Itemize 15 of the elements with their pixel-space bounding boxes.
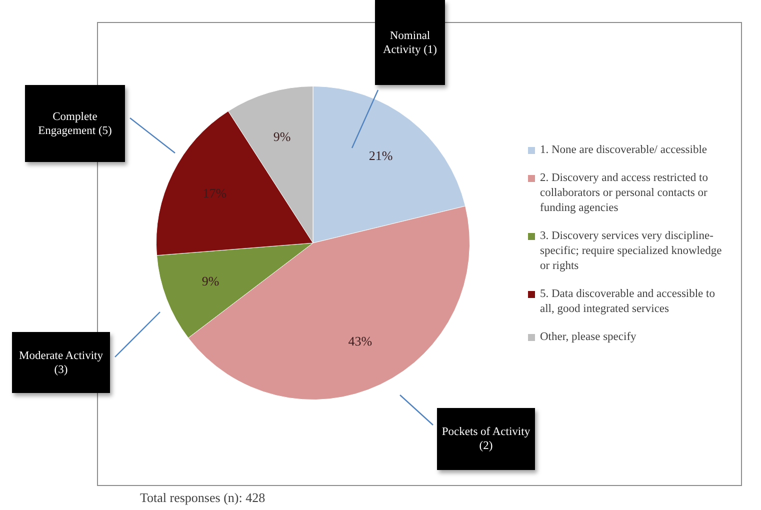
data-label: 43% [348, 333, 372, 348]
text: Complete Engagement (5) [25, 85, 125, 162]
legend-label: 2. Discovery and access restricted to collaborators or personal contacts or funding agencies [540, 172, 708, 214]
text: Pockets of Activity (2) [437, 408, 535, 470]
text: Moderate Activity (3) [12, 332, 110, 393]
text: Nominal Activity (1) [375, 0, 445, 85]
data-label: 21% [368, 148, 393, 164]
legend-label: 1. None are discoverable/ accessible [540, 144, 707, 156]
legend-label: 3. Discovery services very discipline-specific; require specialized knowledge or rights [540, 230, 722, 272]
text: Total responses (n): 428 [140, 490, 266, 506]
legend-label: Other, please specify [540, 331, 636, 343]
data-label: 9% [273, 129, 291, 144]
data-label: 17% [202, 186, 227, 201]
legend-label: 5. Data discoverable and accessible to all, good integrated services [540, 288, 715, 315]
data-label: 9% [202, 274, 220, 289]
